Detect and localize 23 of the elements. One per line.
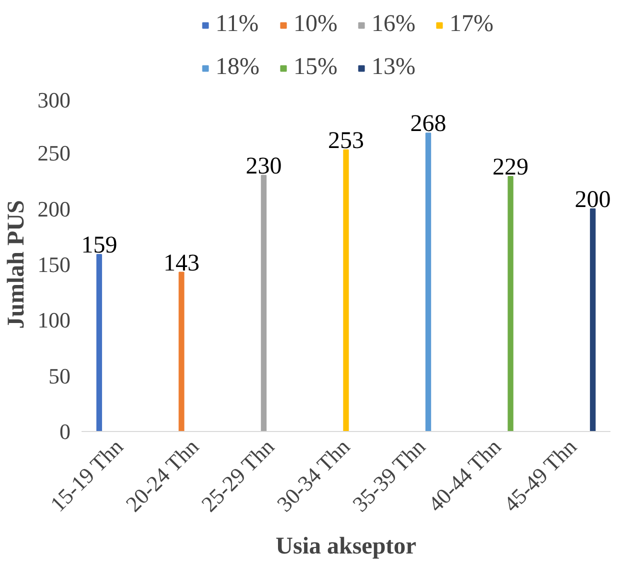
data-label: 143 [163,250,200,276]
legend-label: 16% [372,11,416,38]
y-tick-label: 150 [38,252,70,277]
data-label: 268 [410,111,446,138]
y-tick-label: 300 [38,88,70,112]
legend-label: 18% [216,54,260,81]
y-axis-title: Jumlah PUS [4,200,30,329]
data-label: 200 [574,186,611,213]
legend-label: 11% [216,11,259,38]
legend-label: 17% [450,11,494,38]
y-tick-label: 200 [38,196,70,222]
legend-label: 10% [294,11,338,38]
y-tick-label: 100 [38,308,70,333]
data-label: 159 [81,232,118,258]
data-label: 230 [246,153,282,180]
x-axis-title: Usia akseptor [276,533,417,560]
y-tick-label: 50 [48,363,70,388]
data-label: 253 [328,128,364,154]
legend-label: 13% [372,54,416,81]
data-label: 229 [492,154,529,181]
y-tick-label: 250 [38,140,70,166]
legend-label: 15% [294,54,338,81]
y-tick-label: 0 [60,419,70,444]
